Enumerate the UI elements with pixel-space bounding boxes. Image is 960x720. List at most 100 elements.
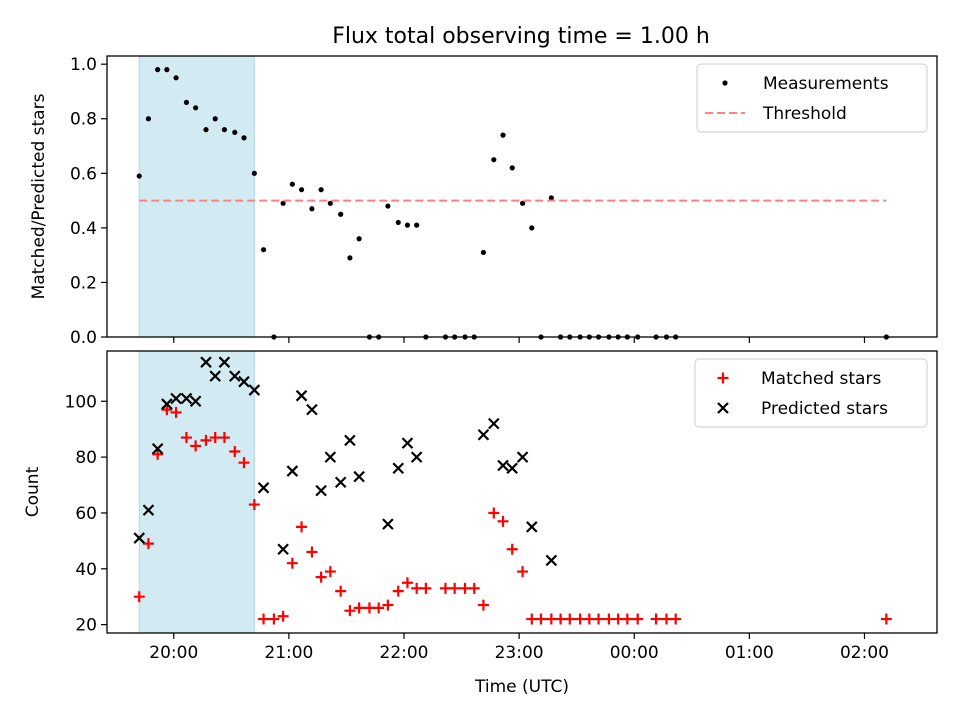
data-point	[717, 402, 729, 414]
data-point	[306, 546, 318, 558]
x-tick-label: 00:00	[610, 643, 659, 663]
data-point	[535, 613, 547, 625]
axes-frame	[106, 55, 938, 338]
data-point	[238, 457, 250, 469]
y-tick-label: 0.4	[70, 219, 97, 239]
chart-title: Flux total observing time = 1.00 h	[332, 24, 710, 49]
y-tick-label: 1.0	[70, 55, 97, 75]
data-point	[229, 370, 241, 382]
data-point	[449, 582, 461, 594]
data-point	[420, 582, 432, 594]
data-point	[506, 462, 518, 475]
data-point	[295, 389, 308, 402]
data-point	[517, 566, 529, 578]
data-point	[632, 613, 644, 625]
legend-label: Matched stars	[761, 369, 881, 389]
series-measurements	[136, 67, 889, 340]
data-point	[392, 462, 405, 475]
data-point	[497, 459, 509, 472]
data-point	[488, 507, 500, 519]
y-tick-label: 0.8	[70, 110, 97, 130]
observing-window-highlight	[138, 55, 255, 338]
legend: Matched stars Predicted stars	[694, 358, 928, 428]
data-point	[509, 165, 515, 171]
data-point	[612, 613, 624, 625]
data-point	[286, 557, 298, 569]
legend: Measurements Threshold	[696, 63, 928, 133]
axes-frame	[106, 350, 938, 634]
data-point	[410, 451, 423, 463]
data-point	[298, 187, 305, 193]
data-point	[241, 135, 247, 141]
y-tick-label: 20	[75, 616, 97, 636]
data-point	[529, 225, 535, 231]
data-point	[164, 67, 170, 73]
data-point	[324, 566, 336, 578]
data-point	[142, 538, 154, 550]
legend-label: Measurements	[763, 74, 889, 94]
data-point	[526, 613, 538, 625]
data-point	[344, 605, 356, 617]
data-point	[356, 236, 362, 242]
y-axis-label: Count	[23, 466, 43, 517]
data-point	[251, 170, 257, 176]
series-matched-stars	[133, 404, 892, 625]
data-point	[315, 571, 327, 583]
data-point	[555, 613, 567, 625]
data-point	[209, 432, 221, 444]
data-point	[183, 99, 190, 105]
x-tick-label: 22:00	[380, 643, 429, 663]
data-point	[212, 116, 218, 122]
observing-window-highlight	[138, 350, 255, 634]
data-point	[670, 613, 682, 625]
y-tick-label: 80	[75, 448, 97, 468]
y-tick-label: 100	[65, 392, 97, 412]
data-point	[382, 599, 394, 611]
data-point	[161, 404, 173, 416]
data-point	[395, 219, 401, 226]
data-point	[480, 249, 487, 256]
x-tick-label: 02:00	[840, 643, 889, 663]
data-point	[232, 129, 238, 135]
y-tick-label: 60	[75, 504, 97, 524]
legend-label: Predicted stars	[761, 399, 888, 419]
data-point	[338, 211, 344, 217]
data-point	[277, 610, 289, 622]
data-point	[260, 247, 267, 253]
data-point	[334, 476, 347, 489]
x-axis-label: Time (UTC)	[474, 677, 569, 697]
data-point	[574, 613, 586, 625]
data-point	[151, 442, 164, 455]
data-point	[385, 203, 391, 209]
data-point	[306, 403, 318, 416]
data-point	[286, 465, 299, 477]
data-point	[200, 356, 212, 368]
x-tick-label: 01:00	[725, 643, 774, 663]
data-point	[414, 222, 420, 228]
data-point	[180, 392, 193, 405]
data-point	[516, 451, 529, 463]
x-tick-label: 20:00	[149, 643, 198, 663]
data-point	[189, 395, 202, 408]
data-point	[133, 591, 145, 603]
data-point	[200, 434, 212, 446]
data-point	[318, 187, 324, 193]
data-point	[268, 613, 280, 625]
data-point	[193, 105, 199, 111]
y-tick-label: 40	[75, 560, 97, 580]
data-point	[277, 543, 289, 556]
data-point	[545, 613, 557, 625]
data-point	[257, 482, 270, 494]
data-point	[660, 613, 672, 625]
data-point	[190, 440, 202, 452]
y-tick-label: 0.0	[70, 328, 97, 348]
data-point	[353, 470, 365, 483]
data-point	[203, 127, 209, 133]
data-point	[347, 255, 353, 261]
data-point	[180, 432, 192, 444]
data-point	[238, 375, 250, 388]
top-panel-ratio: 0.0 0.2 0.4 0.6 0.8 1.0 Matched/Predicted star…	[29, 55, 938, 348]
x-tick-label: 21:00	[264, 643, 313, 663]
data-point	[363, 602, 375, 614]
data-point	[404, 222, 411, 228]
